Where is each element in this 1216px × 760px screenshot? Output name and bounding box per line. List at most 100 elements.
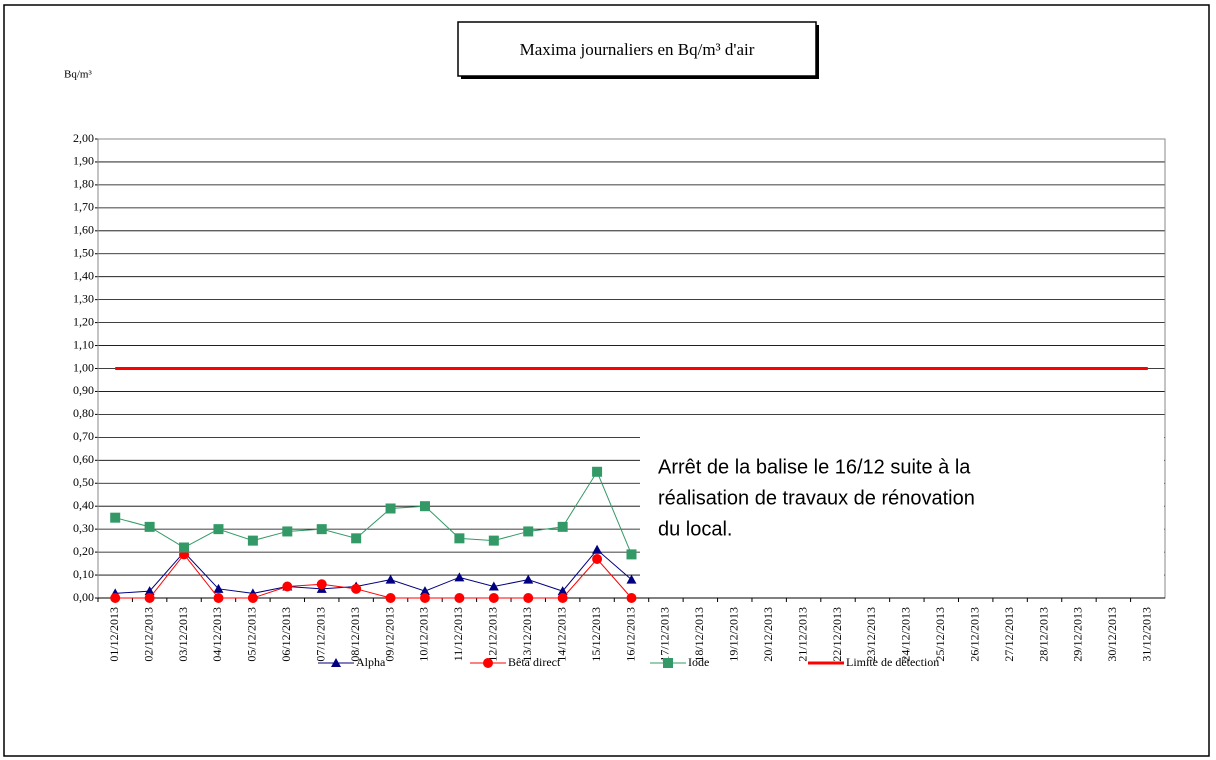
marker bbox=[213, 583, 224, 593]
marker bbox=[523, 593, 534, 603]
annotation-text: réalisation de travaux de rénovation bbox=[658, 487, 975, 509]
marker bbox=[247, 535, 258, 546]
x-tick-label: 09/12/2013 bbox=[382, 607, 396, 662]
x-tick-label: 01/12/2013 bbox=[107, 607, 121, 662]
x-tick-label: 02/12/2013 bbox=[141, 607, 155, 662]
x-tick-label: 07/12/2013 bbox=[313, 607, 327, 662]
x-tick-label: 22/12/2013 bbox=[830, 607, 844, 662]
marker bbox=[454, 572, 465, 582]
marker bbox=[316, 579, 327, 590]
marker bbox=[419, 593, 430, 603]
x-tick-label: 14/12/2013 bbox=[554, 607, 568, 662]
y-tick-label: 1,80 bbox=[73, 177, 94, 191]
title-box bbox=[457, 21, 817, 77]
legend-label: Limite de détection bbox=[846, 655, 939, 669]
series-line bbox=[115, 549, 632, 594]
y-tick-label: 0,70 bbox=[73, 429, 94, 443]
marker bbox=[179, 542, 190, 553]
marker bbox=[282, 581, 293, 592]
x-tick-label: 03/12/2013 bbox=[176, 607, 190, 662]
marker bbox=[385, 593, 396, 603]
marker bbox=[592, 544, 603, 554]
marker bbox=[488, 535, 499, 546]
marker bbox=[331, 658, 341, 667]
y-tick-label: 0,50 bbox=[73, 475, 94, 489]
marker bbox=[483, 658, 493, 668]
marker bbox=[663, 658, 673, 668]
x-tick-label: 28/12/2013 bbox=[1036, 607, 1050, 662]
x-tick-label: 23/12/2013 bbox=[864, 607, 878, 662]
frame bbox=[3, 4, 1210, 757]
marker bbox=[282, 526, 293, 537]
x-tick-label: 21/12/2013 bbox=[795, 607, 809, 662]
marker bbox=[592, 466, 603, 477]
marker bbox=[213, 524, 224, 535]
y-tick-label: 1,50 bbox=[73, 246, 94, 260]
x-tick-label: 31/12/2013 bbox=[1140, 607, 1154, 662]
y-tick-label: 1,20 bbox=[73, 314, 94, 328]
legend-label: Alpha bbox=[356, 655, 386, 669]
x-tick-label: 04/12/2013 bbox=[210, 607, 224, 662]
marker bbox=[488, 581, 499, 591]
annotation-text: Arrêt de la balise le 16/12 suite à la bbox=[658, 456, 971, 478]
annotation-text: du local. bbox=[658, 518, 733, 540]
marker bbox=[385, 503, 396, 514]
marker bbox=[144, 586, 155, 596]
y-tick-label: 0,00 bbox=[73, 590, 94, 604]
x-tick-label: 15/12/2013 bbox=[589, 607, 603, 662]
legend-label: Iode bbox=[688, 655, 709, 669]
marker bbox=[351, 583, 362, 594]
x-tick-label: 30/12/2013 bbox=[1105, 607, 1119, 662]
x-tick-label: 16/12/2013 bbox=[623, 607, 637, 662]
marker bbox=[557, 521, 568, 532]
marker bbox=[144, 593, 155, 603]
chart-title: Maxima journaliers en Bq/m³ d'air bbox=[520, 40, 755, 59]
x-tick-label: 29/12/2013 bbox=[1071, 607, 1085, 662]
y-tick-label: 0,40 bbox=[73, 498, 94, 512]
marker bbox=[454, 593, 465, 603]
y-tick-label: 0,60 bbox=[73, 452, 94, 466]
marker bbox=[557, 593, 568, 603]
marker bbox=[454, 533, 465, 544]
marker bbox=[247, 593, 258, 603]
x-tick-label: 12/12/2013 bbox=[486, 607, 500, 662]
marker bbox=[316, 524, 327, 535]
marker bbox=[626, 593, 637, 603]
x-tick-label: 20/12/2013 bbox=[761, 607, 775, 662]
marker bbox=[110, 593, 121, 603]
marker bbox=[488, 593, 499, 603]
x-tick-label: 24/12/2013 bbox=[899, 607, 913, 662]
x-tick-label: 08/12/2013 bbox=[348, 607, 362, 662]
y-tick-label: 1,10 bbox=[73, 337, 94, 351]
series-line bbox=[115, 470, 632, 555]
marker bbox=[144, 521, 155, 532]
x-tick-label: 11/12/2013 bbox=[451, 607, 465, 661]
x-tick-label: 25/12/2013 bbox=[933, 607, 947, 662]
marker bbox=[557, 586, 568, 596]
marker bbox=[626, 574, 637, 584]
marker bbox=[626, 549, 637, 560]
marker bbox=[592, 553, 603, 564]
y-tick-label: 1,90 bbox=[73, 154, 94, 168]
x-tick-label: 19/12/2013 bbox=[727, 607, 741, 662]
marker bbox=[213, 593, 224, 603]
marker bbox=[419, 501, 430, 512]
x-tick-label: 18/12/2013 bbox=[692, 607, 706, 662]
y-tick-label: 0,10 bbox=[73, 567, 94, 581]
y-tick-label: 1,30 bbox=[73, 291, 94, 305]
marker bbox=[523, 526, 534, 537]
y-tick-label: 0,20 bbox=[73, 544, 94, 558]
x-tick-label: 27/12/2013 bbox=[1002, 607, 1016, 662]
y-axis-label: Bq/m³ bbox=[64, 69, 92, 81]
legend-label: Bêta direct bbox=[508, 655, 561, 669]
series-line bbox=[115, 553, 632, 599]
y-tick-label: 0,80 bbox=[73, 406, 94, 420]
marker bbox=[110, 512, 121, 523]
x-tick-label: 17/12/2013 bbox=[658, 607, 672, 662]
y-tick-label: 1,70 bbox=[73, 200, 94, 214]
marker bbox=[351, 533, 362, 544]
x-tick-label: 26/12/2013 bbox=[967, 607, 981, 662]
annotation-box bbox=[640, 437, 1164, 597]
x-tick-label: 05/12/2013 bbox=[245, 607, 259, 662]
